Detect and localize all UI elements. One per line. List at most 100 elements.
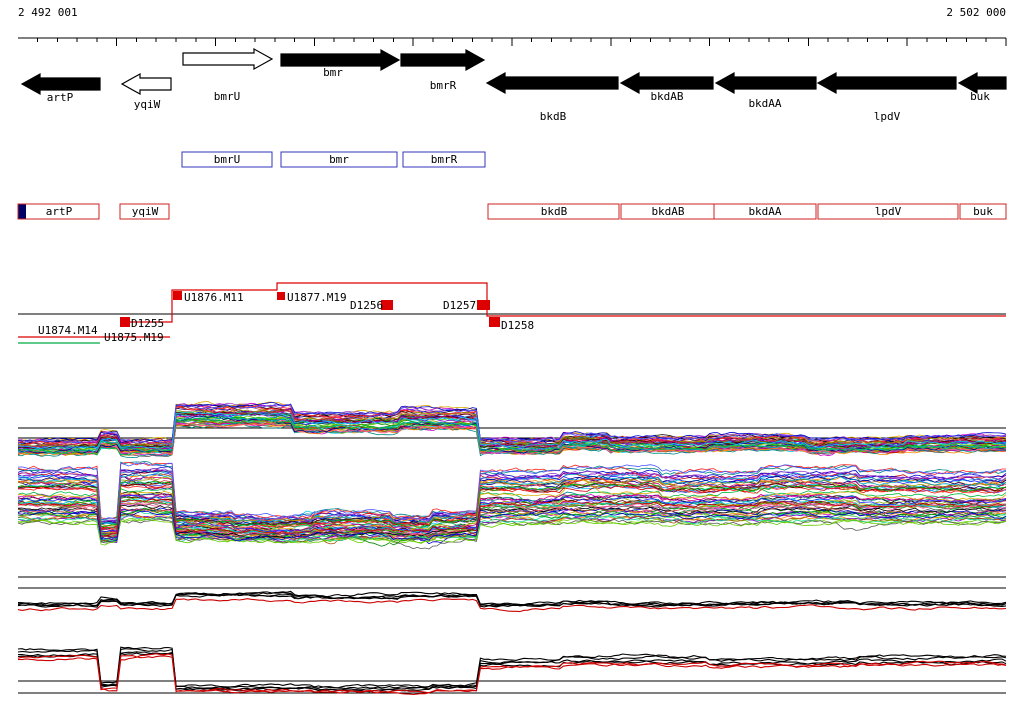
expression-trace	[17, 415, 1007, 454]
gene-box-yqiW[interactable]	[119, 203, 170, 220]
gene-label-lpdV: lpdV	[874, 110, 901, 123]
expression-trace	[17, 418, 1007, 456]
transcription-unit-track: bmrU bmr bmrR	[181, 151, 486, 168]
gene-label-bkdB: bkdB	[540, 110, 567, 123]
expression-trace	[17, 500, 1007, 538]
gene-lpdV: lpdV	[816, 71, 957, 123]
expression-trace	[18, 405, 1007, 446]
expression-trace	[17, 410, 1007, 450]
gene-arrow-bmrU[interactable]	[182, 47, 274, 71]
segment-label: D1256	[350, 299, 383, 312]
gene-box-label-bkdAA: bkdAA	[748, 205, 781, 218]
expression-trace	[17, 404, 1007, 445]
gene-arrow-bkdAB[interactable]	[619, 71, 714, 95]
expression-trace	[17, 466, 1007, 523]
expression-trace	[17, 422, 1007, 459]
ruler-start-label: 2 492 001	[18, 6, 78, 19]
gene-label-bkdAA: bkdAA	[748, 97, 781, 110]
gene-label-bkdAB: bkdAB	[650, 90, 683, 103]
expression-trace	[17, 479, 1007, 534]
expression-trace	[17, 590, 1007, 606]
tu-box-label-bmrR: bmrR	[431, 153, 458, 166]
coordinate-ruler	[18, 37, 1007, 46]
segment-marker	[277, 292, 285, 300]
expression-trace	[17, 518, 1007, 546]
gene-box-label-bkdB: bkdB	[541, 205, 568, 218]
expression-trace	[17, 401, 1007, 444]
expression-profiles-all-conditions	[17, 400, 1007, 550]
gene-label-bmr: bmr	[323, 66, 343, 79]
expression-trace	[17, 402, 1007, 444]
gene-arrow-lpdV[interactable]	[816, 71, 957, 95]
gene-label-yqiW: yqiW	[134, 98, 161, 111]
ruler-end-label: 2 502 000	[946, 6, 1006, 19]
expression-trace	[17, 593, 1007, 608]
gene-bmrR: bmrR	[400, 48, 486, 92]
expression-trace	[17, 655, 1007, 696]
gene-label-buk: buk	[970, 90, 990, 103]
tu-box-bmr[interactable]	[280, 151, 398, 168]
gene-box-label-yqiW: yqiW	[132, 205, 159, 218]
gene-box-artP[interactable]	[17, 203, 100, 220]
expression-trace	[17, 418, 1007, 456]
expression-trace	[17, 470, 1007, 525]
gene-arrow-bmrR[interactable]	[400, 48, 486, 72]
gene-label-bmrU: bmrU	[214, 90, 241, 103]
tu-box-bmrR[interactable]	[402, 151, 486, 168]
region-start-marker	[18, 204, 26, 219]
expression-trace	[17, 506, 1007, 545]
gene-label-bmrR: bmrR	[430, 79, 457, 92]
gene-yqiW: yqiW	[120, 72, 172, 111]
segment-marker	[173, 291, 182, 300]
segment-label: U1875.M19	[104, 331, 164, 344]
expression-trace	[17, 476, 1007, 529]
gene-box-lpdV[interactable]	[817, 203, 959, 220]
expression-trace	[17, 411, 1007, 450]
segment-marker	[120, 317, 130, 327]
gene-box-buk[interactable]	[959, 203, 1007, 220]
gene-box-label-artP: artP	[46, 205, 73, 218]
gene-box-bkdAA[interactable]	[713, 203, 817, 220]
segment-label: D1255	[131, 317, 164, 330]
expression-profiles-summary	[17, 576, 1007, 696]
expression-trace	[18, 402, 1007, 444]
gene-arrow-yqiW[interactable]	[120, 72, 172, 96]
gene-bmr: bmr	[280, 48, 401, 79]
gene-bkdAB: bkdAB	[619, 71, 714, 103]
expression-trace	[17, 506, 1007, 538]
segment-label: D1257	[443, 299, 476, 312]
expression-trace	[17, 460, 1007, 521]
segment-label: D1258	[501, 319, 534, 332]
expression-panels	[17, 400, 1007, 696]
gene-box-label-lpdV: lpdV	[875, 205, 902, 218]
expression-trace	[17, 508, 1007, 547]
expression-trace	[17, 648, 1007, 690]
tu-box-label-bmr: bmr	[329, 153, 349, 166]
gene-bmrU: bmrU	[182, 47, 274, 103]
expression-trace	[17, 514, 1007, 543]
expression-trace	[17, 409, 1007, 448]
gene-arrow-track: artP yqiW bmrU bmr bmrR bkdB bkdAB bkdAA lpdV buk	[20, 47, 1007, 123]
gene-arrow-bkdB[interactable]	[485, 71, 619, 95]
segment-boundary-line	[130, 282, 1006, 323]
gene-buk: buk	[957, 71, 1007, 103]
expression-trace	[17, 498, 1007, 537]
expression-trace	[17, 462, 1006, 519]
segment-label: U1877.M19	[287, 291, 347, 304]
expression-trace	[17, 480, 1007, 528]
gene-arrow-buk[interactable]	[957, 71, 1007, 95]
expression-trace	[17, 493, 1007, 543]
expression-trace	[17, 494, 1007, 534]
expression-trace	[17, 468, 1007, 523]
gene-bkdB: bkdB	[485, 71, 619, 123]
gene-arrow-bmr[interactable]	[280, 48, 401, 72]
segment-marker	[477, 300, 490, 310]
gene-arrow-artP[interactable]	[20, 72, 101, 96]
gene-label-artP: artP	[47, 91, 74, 104]
gene-box-bkdB[interactable]	[487, 203, 620, 220]
expression-trace	[17, 510, 1007, 542]
tu-box-bmrU[interactable]	[181, 151, 273, 168]
gene-arrow-bkdAA[interactable]	[714, 71, 817, 95]
